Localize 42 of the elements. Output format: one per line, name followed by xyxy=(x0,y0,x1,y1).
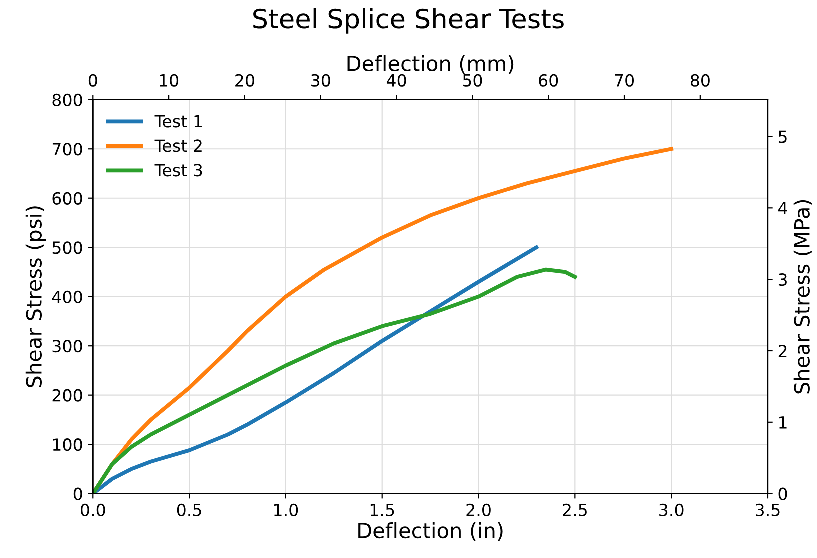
y-tick-label: 100 xyxy=(53,438,82,452)
x-tick-label: 0.0 xyxy=(80,504,106,516)
x-tick-label: 2.5 xyxy=(563,504,587,516)
x2-tick-label: 0 xyxy=(88,74,98,87)
x2-axis-title: Deflection (mm) xyxy=(348,55,514,74)
legend-label: Test 3 xyxy=(154,164,202,177)
line-series xyxy=(93,246,539,494)
x-tick-label: 2.0 xyxy=(466,504,491,516)
x-tick-label: 3.5 xyxy=(756,504,780,516)
x-tick-label: 1.5 xyxy=(370,504,394,516)
y2-tick-label: 0 xyxy=(778,488,788,500)
x-axis-title: Deflection (in) xyxy=(358,522,503,542)
legend-label: Test 1 xyxy=(154,115,202,128)
line-series xyxy=(93,268,578,494)
y2-tick-label: 2 xyxy=(778,344,787,358)
x2-tick-label: 50 xyxy=(463,74,482,87)
x2-tick-label: 30 xyxy=(312,74,330,87)
y2-axis-title: Shear Stress (MPa) xyxy=(794,200,812,394)
y-tick-label: 600 xyxy=(52,192,82,205)
x-tick-label: 3.0 xyxy=(660,504,684,516)
x2-tick-label: 40 xyxy=(386,74,406,87)
x2-tick-label: 80 xyxy=(690,74,710,87)
y-tick-label: 200 xyxy=(52,389,82,402)
x2-tick-label: 70 xyxy=(615,74,634,87)
y-tick-label: 700 xyxy=(52,143,82,156)
y-tick-label: 0 xyxy=(74,488,82,500)
x-tick-label: 0.5 xyxy=(177,504,202,516)
y2-tick-label: 1 xyxy=(780,416,787,429)
legend-label: Test 2 xyxy=(154,140,202,152)
chart-title: Steel Splice Shear Tests xyxy=(254,8,564,34)
x2-tick-label: 60 xyxy=(539,74,558,87)
y-tick-label: 400 xyxy=(52,290,82,304)
x-tick-label: 1.0 xyxy=(274,504,298,516)
y-tick-label: 300 xyxy=(52,340,82,353)
x2-tick-label: 10 xyxy=(160,74,179,87)
y2-tick-label: 4 xyxy=(778,202,788,214)
y2-tick-label: 5 xyxy=(778,130,787,144)
y-tick-label: 800 xyxy=(52,94,82,106)
y-tick-label: 500 xyxy=(52,242,82,254)
x2-tick-label: 20 xyxy=(236,74,254,87)
y-axis-title: Shear Stress (psi) xyxy=(26,206,46,388)
y2-tick-label: 3 xyxy=(778,274,787,286)
